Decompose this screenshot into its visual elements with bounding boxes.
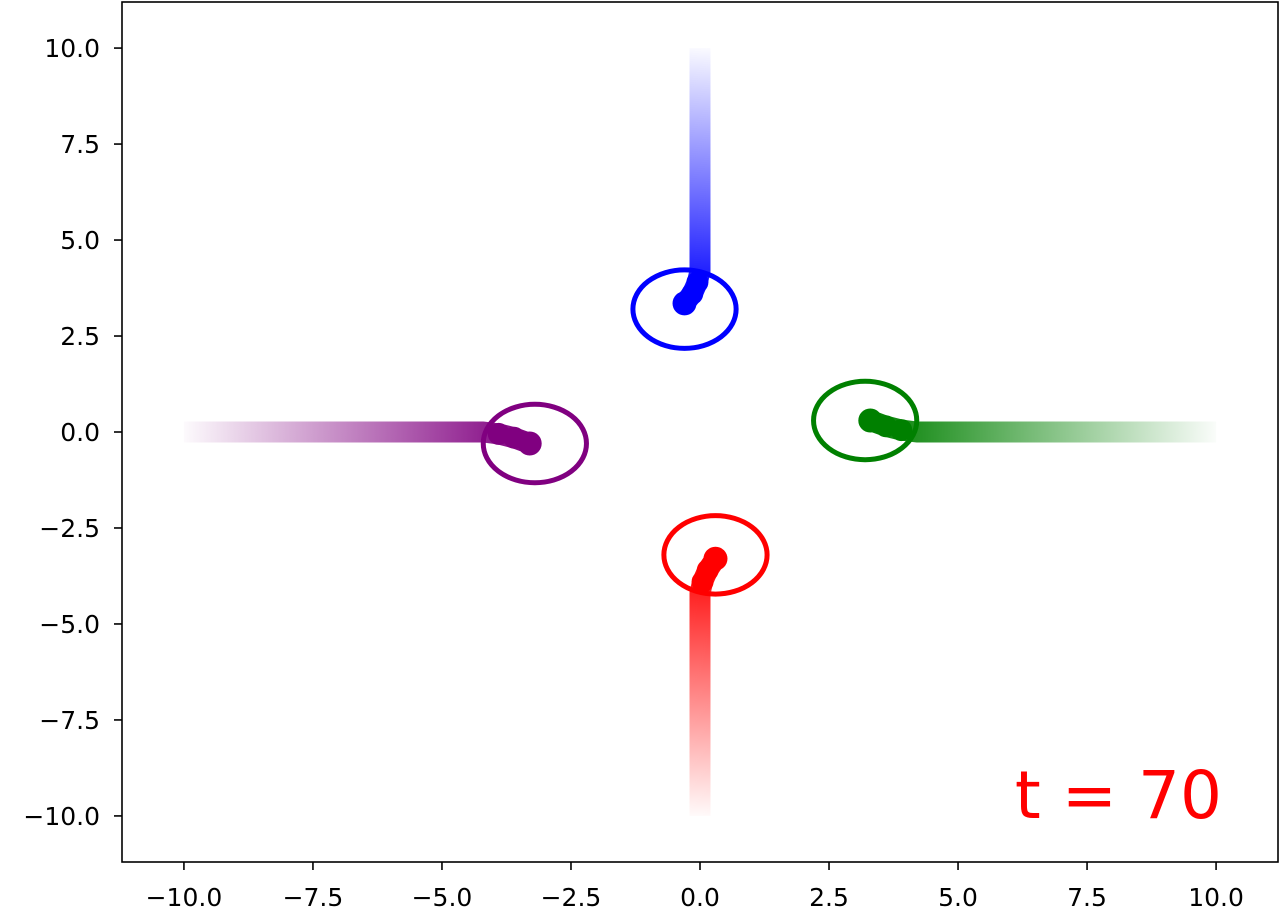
y-tick-label: −10.0 (23, 802, 100, 831)
x-axis-ticks: −10.0 −7.5 −5.0 −2.5 0.0 2.5 5.0 7.5 10.0 (146, 862, 1244, 912)
y-tick-label: 5.0 (60, 226, 100, 255)
x-tick-label: −2.5 (541, 883, 602, 912)
boundary-circle (630, 267, 739, 351)
trails-layer (183, 48, 1217, 816)
points-layer (487, 271, 913, 593)
current-position-marker (517, 431, 542, 456)
x-tick-label: 7.5 (1067, 883, 1107, 912)
y-tick-label: 7.5 (60, 130, 100, 159)
boundary-circle (480, 401, 589, 486)
x-tick-label: 2.5 (809, 883, 849, 912)
current-position-marker (703, 546, 728, 571)
time-annotation: t = 70 (1015, 757, 1222, 834)
trajectory-trail (676, 48, 711, 311)
trajectory-trail (689, 552, 725, 816)
y-axis-ticks: 10.0 7.5 5.0 2.5 0.0 −2.5 −5.0 −7.5 −10.0 (23, 34, 122, 831)
trajectory-trail (183, 421, 534, 454)
current-position-marker (672, 291, 697, 316)
x-tick-label: 0.0 (680, 883, 720, 912)
trajectory-trail (866, 410, 1217, 443)
boundary-circle (661, 513, 770, 597)
x-tick-label: 10.0 (1188, 883, 1244, 912)
x-tick-label: −10.0 (146, 883, 223, 912)
y-tick-label: 10.0 (44, 34, 100, 63)
x-tick-label: −7.5 (283, 883, 344, 912)
x-tick-label: −5.0 (412, 883, 473, 912)
y-tick-label: −2.5 (39, 514, 100, 543)
x-tick-label: 5.0 (938, 883, 978, 912)
circles-layer (480, 267, 920, 597)
y-tick-label: 2.5 (60, 322, 100, 351)
y-tick-label: 0.0 (60, 418, 100, 447)
current-position-marker (858, 408, 883, 433)
y-tick-label: −7.5 (39, 706, 100, 735)
y-tick-label: −5.0 (39, 610, 100, 639)
boundary-circle (811, 378, 920, 463)
